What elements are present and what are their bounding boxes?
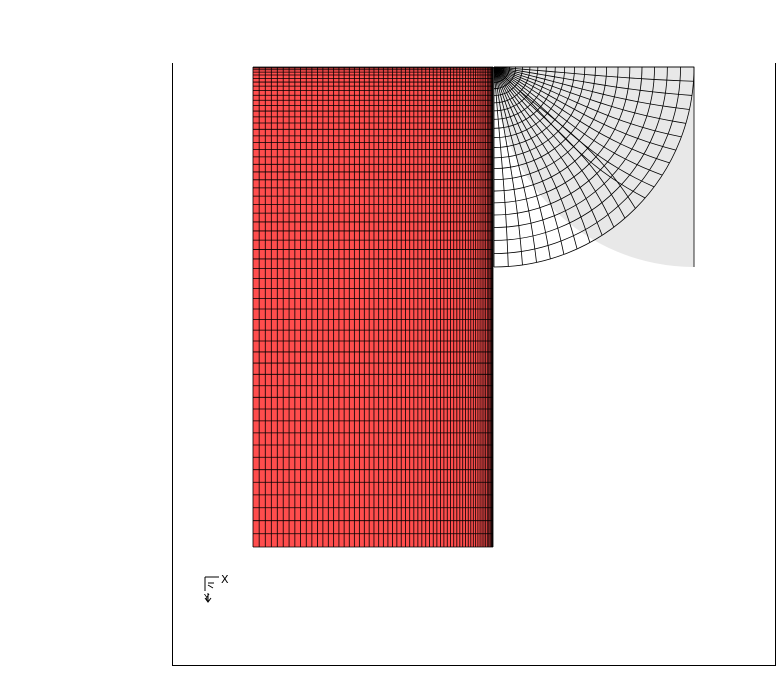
mesh-ray bbox=[493, 66, 615, 228]
mesh-ray bbox=[493, 66, 523, 265]
mesh-ray bbox=[493, 66, 655, 188]
mesh-ray bbox=[493, 66, 694, 82]
triad-lines bbox=[204, 576, 219, 591]
mesh-arc bbox=[493, 66, 556, 129]
mesh-ray bbox=[493, 66, 690, 110]
mesh-ray bbox=[493, 66, 677, 151]
mesh-ray bbox=[493, 66, 636, 209]
triad-y-label: Y bbox=[203, 594, 210, 604]
mesh-ray bbox=[493, 66, 686, 124]
triad-y-arrow bbox=[204, 593, 212, 603]
mesh-edge bbox=[494, 66, 695, 267]
rect-part bbox=[253, 67, 493, 547]
viewport-frame bbox=[172, 63, 776, 666]
mesh-ray bbox=[493, 66, 578, 250]
mesh-arc bbox=[493, 66, 643, 216]
mesh-ray bbox=[493, 66, 692, 96]
mesh-arc bbox=[493, 66, 668, 241]
axis-triad bbox=[204, 576, 219, 603]
rect-mesh bbox=[252, 66, 494, 548]
mesh-arc bbox=[493, 66, 531, 104]
disc-mesh bbox=[493, 66, 695, 268]
mesh-ray bbox=[493, 66, 591, 243]
mesh-ray bbox=[493, 66, 626, 219]
mesh-ray bbox=[493, 66, 603, 236]
mesh-arc bbox=[493, 66, 631, 204]
mesh-arc bbox=[493, 66, 655, 228]
mesh-ray bbox=[493, 66, 509, 267]
mesh-arc bbox=[493, 66, 539, 112]
mesh-ray bbox=[493, 66, 682, 138]
triad-x-label: X bbox=[221, 573, 229, 586]
mesh-ray bbox=[493, 66, 551, 259]
mesh-ray bbox=[493, 66, 565, 255]
mesh-ray bbox=[493, 66, 670, 164]
mesh-ray bbox=[493, 66, 537, 263]
mesh-arc bbox=[493, 66, 547, 120]
mesh-ray bbox=[493, 66, 663, 176]
mesh-arc bbox=[493, 66, 523, 96]
